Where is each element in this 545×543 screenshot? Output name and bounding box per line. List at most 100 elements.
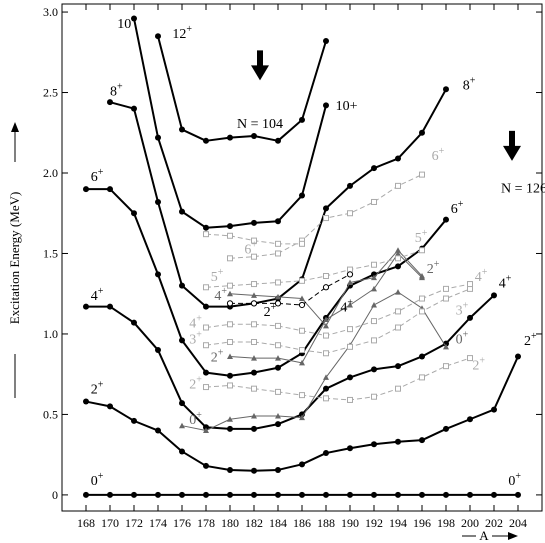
level-label: 4+ xyxy=(214,286,227,304)
data-point xyxy=(227,372,233,379)
data-point xyxy=(395,155,401,162)
series-line-gamma3 xyxy=(205,288,471,354)
series-yrast10 xyxy=(131,15,329,231)
x-tick-label: 170 xyxy=(101,516,119,530)
level-label: 10+ xyxy=(117,14,137,32)
data-point xyxy=(347,210,353,217)
series-line-gamma2 xyxy=(205,357,471,401)
level-label-value: 4 xyxy=(340,300,347,315)
data-point xyxy=(323,374,329,380)
level-label-parity: + xyxy=(196,375,202,386)
data-point xyxy=(251,132,257,139)
level-label-parity: + xyxy=(347,297,353,308)
data-point xyxy=(251,292,257,298)
level-label-parity: + xyxy=(479,355,485,366)
series-line-band02 xyxy=(181,291,447,432)
x-tick-label: 178 xyxy=(197,516,215,530)
series-line-gamma5 xyxy=(205,249,423,288)
data-point xyxy=(275,421,281,428)
data-point xyxy=(347,326,353,333)
series-band02 xyxy=(179,289,449,434)
data-point xyxy=(371,318,377,325)
data-point xyxy=(299,347,305,354)
data-point xyxy=(179,422,185,429)
series-band22 xyxy=(227,250,425,366)
data-point xyxy=(227,282,233,289)
data-point xyxy=(275,293,281,300)
y-tick-label: 2.0 xyxy=(43,166,58,180)
data-point xyxy=(227,416,233,422)
data-point xyxy=(179,491,185,498)
y-tick-label: 1.5 xyxy=(43,246,58,260)
series-gamma6 xyxy=(227,171,425,262)
data-point xyxy=(179,208,185,215)
data-point xyxy=(443,343,449,350)
data-point xyxy=(299,491,305,498)
data-point xyxy=(323,102,329,109)
level-label-parity: + xyxy=(422,228,428,239)
y-tick-label: 3.0 xyxy=(43,5,58,19)
level-label-parity: + xyxy=(463,330,469,341)
data-point xyxy=(395,263,401,270)
x-tick-label: 168 xyxy=(77,516,95,530)
level-label: 4+ xyxy=(475,267,488,285)
data-point xyxy=(227,382,233,389)
y-tick-label: 1.0 xyxy=(43,327,58,341)
data-point xyxy=(323,450,329,457)
data-point xyxy=(203,284,209,291)
data-point xyxy=(107,186,113,193)
y-tick-label: 2.5 xyxy=(43,86,58,100)
x-tick-label: 194 xyxy=(389,516,407,530)
level-label-parity: + xyxy=(434,259,440,270)
data-point xyxy=(298,301,306,309)
data-point xyxy=(251,339,257,345)
data-point xyxy=(227,425,233,432)
level-label: 2+ xyxy=(264,302,277,320)
data-point xyxy=(395,247,401,253)
level-label-value: 4 xyxy=(499,276,506,291)
data-point xyxy=(155,198,161,205)
data-point xyxy=(443,285,449,292)
data-point xyxy=(155,427,161,434)
data-point xyxy=(299,359,305,366)
arrow-shaft-n126 xyxy=(509,130,515,147)
level-label-parity: + xyxy=(196,314,202,325)
level-label: 0+ xyxy=(456,330,469,348)
level-label: 8+ xyxy=(110,82,123,100)
level-label: 6+ xyxy=(244,239,257,257)
data-point xyxy=(371,165,377,172)
series-line-yrast12 xyxy=(157,35,327,142)
series-line-yrast4 xyxy=(86,294,495,430)
series-band42 xyxy=(227,247,425,329)
series-oblate xyxy=(226,271,354,309)
level-label-value: 6 xyxy=(432,149,439,164)
level-label: 4+ xyxy=(340,297,353,315)
level-label: 8+ xyxy=(463,75,476,93)
level-label-value: 0 xyxy=(456,333,463,348)
data-point xyxy=(299,461,305,468)
data-point xyxy=(419,491,425,498)
data-point xyxy=(131,210,137,217)
data-point xyxy=(275,250,281,257)
data-point xyxy=(347,445,353,452)
level-label-parity: + xyxy=(117,82,123,93)
level-label-parity: + xyxy=(515,471,521,482)
data-point xyxy=(275,240,281,247)
data-point xyxy=(251,413,257,419)
data-point xyxy=(155,33,161,40)
data-point xyxy=(179,337,185,344)
level-label: 10+ xyxy=(336,99,358,114)
x-tick-label: 172 xyxy=(125,516,143,530)
data-point xyxy=(419,308,425,315)
x-tick-label: 204 xyxy=(509,516,527,530)
data-point xyxy=(323,316,329,322)
level-label-parity: + xyxy=(439,146,445,157)
data-point xyxy=(395,491,401,498)
level-label-parity: + xyxy=(531,331,537,342)
annotation-n126: N = 126 xyxy=(501,181,545,196)
data-point xyxy=(491,406,497,413)
data-point xyxy=(443,425,449,432)
level-label-value: 2 xyxy=(264,305,271,320)
level-label-value: 4 xyxy=(214,289,221,304)
data-point xyxy=(371,301,377,308)
